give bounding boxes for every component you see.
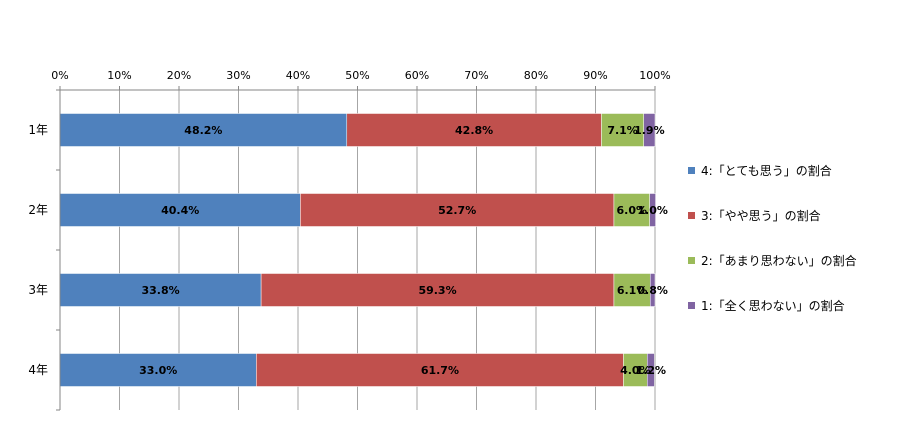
x-tick-label: 20% [167,69,191,82]
bar-segment [260,273,615,307]
x-tick-label: 0% [51,69,68,82]
data-labels: 48.2% 42.8% 7.1%1.9% 40.4% 52.7% 6.0%1.0% 33.8… [139,124,668,377]
data-label: 4.0% [620,364,651,377]
bar-segment [649,193,656,227]
bar-segment [649,273,656,307]
x-tick-label: 10% [107,69,131,82]
x-tick-label: 80% [524,69,548,82]
x-tick-label: 40% [286,69,310,82]
legend-item: 3:「やや思う」の割合 [688,193,893,238]
data-label: 0.8% [637,284,668,297]
x-tick-label: 50% [345,69,369,82]
data-label: 48.2% [184,124,222,137]
category-label: 1年 [28,123,48,137]
bar-segment [647,353,655,387]
bars [59,113,656,387]
bar-segment [59,353,257,387]
legend-label: 1:「全く思わない」の割合 [701,299,845,313]
data-label: 59.3% [418,284,456,297]
legend: 4:「とても思う」の割合 3:「やや思う」の割合 2:「あまり思わない」の割合 … [688,148,893,328]
x-tick-label: 60% [405,69,429,82]
data-label: 33.8% [141,284,179,297]
x-tick-label: 30% [226,69,250,82]
x-tick-label: 70% [464,69,488,82]
category-label: 3年 [28,283,48,297]
data-label: 1.0% [637,204,668,217]
data-label: 6.0% [617,204,648,217]
data-label: 7.1% [607,124,638,137]
bar-segment [256,353,624,387]
data-label: 61.7% [421,364,459,377]
data-label: 52.7% [438,204,476,217]
data-label: 42.8% [455,124,493,137]
legend-item: 1:「全く思わない」の割合 [688,283,893,328]
x-tick-label: 100% [639,69,670,82]
axes: 0% 10% 20% 30% 40% 50% 60% 70% 80% 90% 100% 1年 2年 3年 4… [28,69,671,411]
bar-segment [300,193,615,227]
bar-segment [59,113,348,147]
legend-swatch [688,212,695,219]
bar-segment [601,113,644,147]
data-label: 33.0% [139,364,177,377]
legend-item: 4:「とても思う」の割合 [688,148,893,193]
legend-swatch [688,167,695,174]
legend-swatch [688,302,695,309]
legend-item: 2:「あまり思わない」の割合 [688,238,893,283]
data-label: 6.1% [617,284,648,297]
data-label: 1.2% [636,364,667,377]
category-label: 4年 [28,363,48,377]
legend-swatch [688,257,695,264]
legend-label: 2:「あまり思わない」の割合 [701,254,857,268]
bar-segment [613,273,651,307]
bar-segment [643,113,656,147]
bar-segment [59,273,262,307]
data-label: 40.4% [161,204,199,217]
x-tick-label: 90% [583,69,607,82]
bar-segment [346,113,602,147]
legend-label: 3:「やや思う」の割合 [701,209,821,223]
legend-label: 4:「とても思う」の割合 [701,164,832,178]
data-label: 1.9% [634,124,665,137]
category-label: 2年 [28,203,48,217]
